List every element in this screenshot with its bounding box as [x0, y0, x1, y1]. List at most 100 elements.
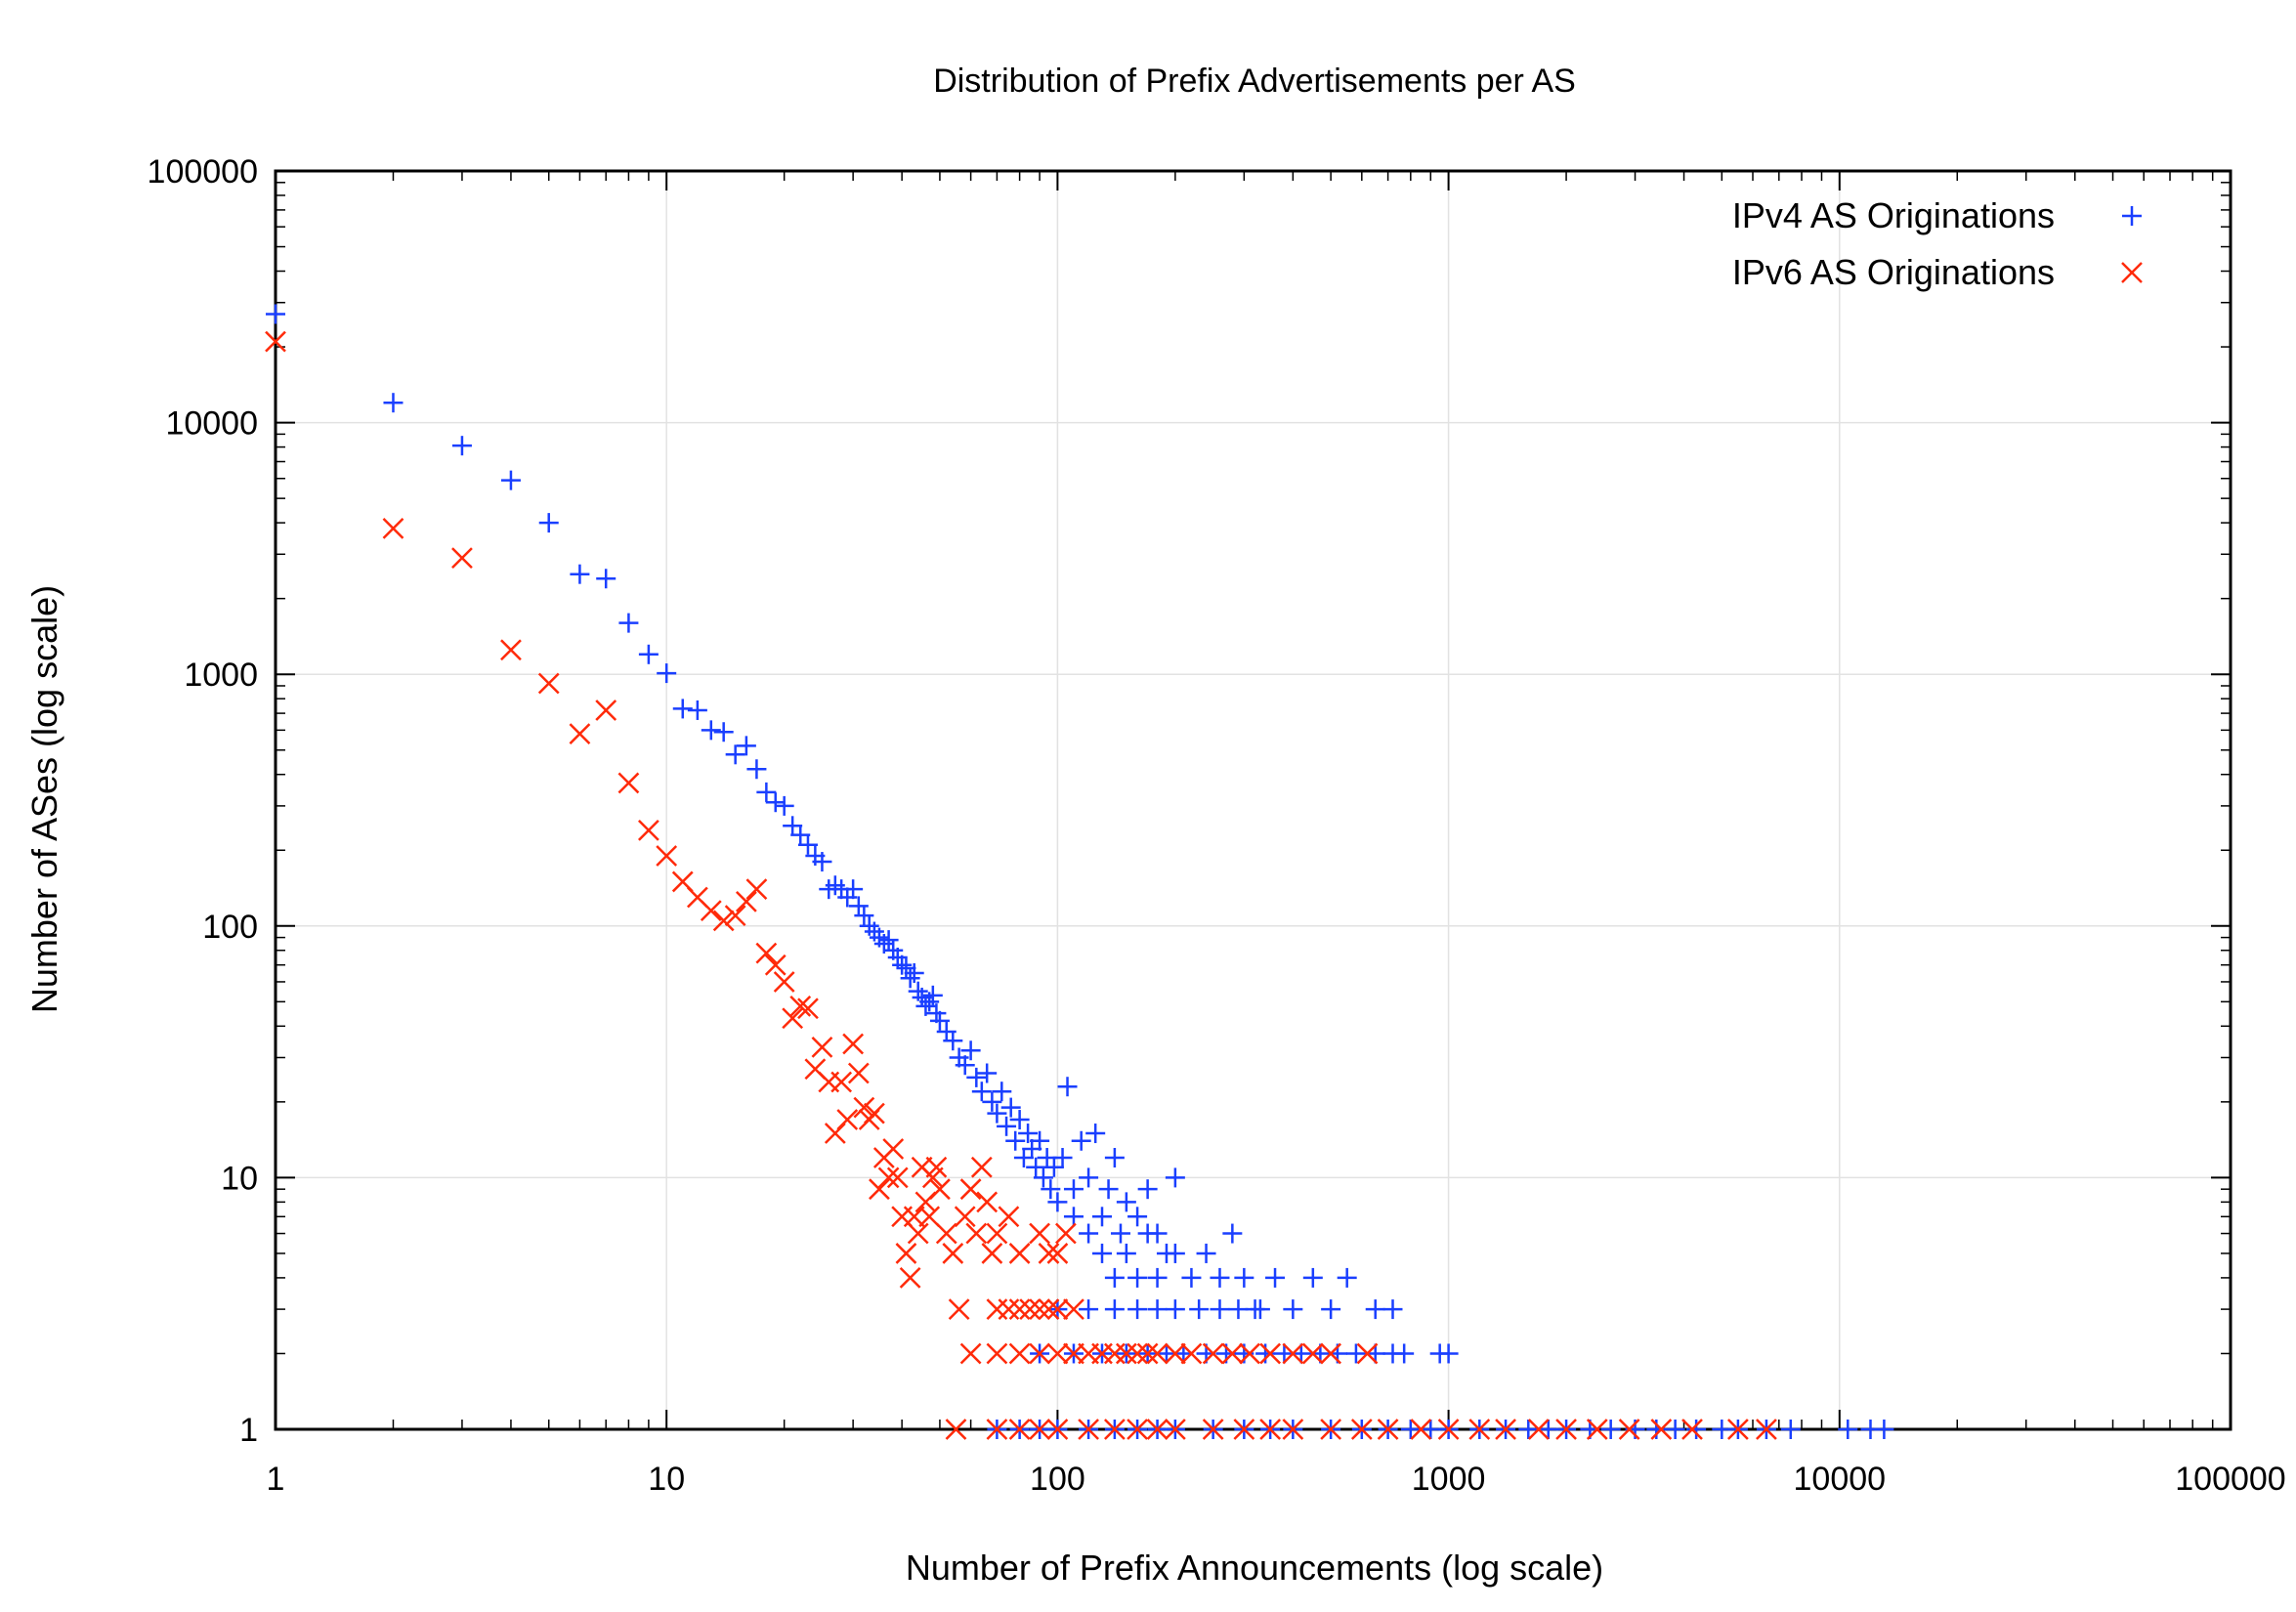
ipv6-point — [1555, 1419, 1577, 1440]
y-tick-labels: 1 10 100 1000 10000 100000 — [148, 153, 258, 1449]
ipv6-point — [1029, 1298, 1050, 1320]
ipv4-point — [1005, 1130, 1026, 1151]
ipv6-point — [1301, 1342, 1324, 1365]
ipv4-point — [1127, 1207, 1148, 1227]
ipv4-point — [1189, 1299, 1210, 1320]
ipv4-point — [1047, 1192, 1068, 1212]
ipv4-point — [570, 564, 590, 584]
ipv4-point — [896, 957, 916, 978]
ipv4-point — [1104, 1148, 1125, 1168]
ipv6-point — [1054, 1222, 1077, 1245]
ipv6-point — [1527, 1419, 1550, 1440]
ipv4-point — [987, 1103, 1007, 1124]
ipv4-point — [843, 879, 864, 900]
ipv4-point — [1110, 1223, 1130, 1244]
ipv6-point — [1437, 1419, 1460, 1440]
ipv4-point — [1104, 1299, 1125, 1320]
ipv4-point — [1009, 1110, 1030, 1130]
legend-mark-ipv6 — [2121, 262, 2143, 283]
x-tick-label: 100 — [1030, 1461, 1085, 1498]
ipv4-point — [687, 700, 707, 720]
ipv6-point — [595, 700, 617, 721]
ipv6-point — [942, 1243, 964, 1264]
ipv6-point — [1029, 1342, 1050, 1365]
ipv6-point — [986, 1342, 1008, 1365]
ipv4-point — [1165, 1167, 1185, 1188]
ipv4-point — [1874, 1420, 1894, 1439]
ipv4-point — [892, 954, 913, 975]
ipv4-point — [1156, 1343, 1176, 1364]
ipv4-point — [1337, 1267, 1357, 1288]
ipv6-point — [1586, 1419, 1608, 1440]
legend-mark-ipv4 — [2122, 206, 2142, 226]
ipv4-point — [1043, 1157, 1064, 1177]
ipv4-point — [1283, 1299, 1303, 1320]
ipv4-point — [383, 393, 404, 413]
x-tick-label: 100000 — [2175, 1461, 2285, 1498]
ipv6-point — [1202, 1342, 1224, 1365]
ipv4-point — [1030, 1130, 1050, 1151]
ipv4-point — [1518, 1420, 1539, 1439]
ipv4-point — [1265, 1267, 1286, 1288]
ipv4-point — [790, 825, 811, 845]
ipv6-point — [1259, 1419, 1282, 1440]
ipv6-point — [1164, 1342, 1186, 1365]
ipv6-point — [1146, 1419, 1169, 1440]
ipv4-point — [1365, 1299, 1385, 1320]
ipv6-point — [836, 1109, 859, 1130]
ipv6-point — [700, 900, 722, 922]
ipv6-point — [981, 1243, 1003, 1264]
ipv4-point — [960, 1040, 981, 1061]
series-ipv6 — [265, 330, 1777, 1440]
ipv4-point — [859, 915, 879, 936]
ipv6-point — [847, 1062, 870, 1084]
ipv6-point — [1233, 1419, 1255, 1440]
ipv6-point — [1239, 1342, 1260, 1365]
ipv6-point — [1410, 1419, 1432, 1440]
ipv4-point — [266, 304, 285, 324]
ipv4-point — [915, 996, 936, 1016]
ipv4-point — [1291, 1343, 1311, 1364]
ipv4-point — [657, 663, 677, 684]
ipv6-point — [853, 1096, 875, 1119]
chart-title: Distribution of Prefix Advertisements pe… — [933, 63, 1576, 100]
ipv6-point — [986, 1419, 1008, 1440]
ipv4-point — [1127, 1267, 1148, 1288]
ipv6-point — [886, 1167, 909, 1189]
ipv6-point — [986, 1298, 1008, 1320]
y-axis-label: Number of ASes (log scale) — [24, 585, 64, 1013]
ipv6-point — [998, 1298, 1020, 1320]
ipv4-point — [878, 930, 899, 951]
ipv4-point — [1438, 1343, 1459, 1364]
ipv4-point — [1345, 1343, 1366, 1364]
ipv4-point — [1196, 1243, 1216, 1263]
ipv4-point — [756, 782, 777, 802]
ipv4-point — [1041, 1179, 1061, 1200]
ipv4-point — [672, 699, 693, 719]
ipv6-point — [789, 996, 812, 1017]
legend: IPv4 AS Originations IPv6 AS Origination… — [1732, 195, 2143, 292]
ipv4-point — [1013, 1148, 1034, 1168]
ipv4-point — [500, 470, 521, 490]
ipv6-point — [959, 1342, 982, 1365]
ipv6-point — [1115, 1342, 1137, 1365]
ipv6-point — [1063, 1298, 1084, 1320]
ipv6-point — [954, 1206, 976, 1228]
ipv6-point — [1468, 1419, 1491, 1440]
x-tick-label: 1 — [267, 1461, 285, 1498]
y-tick-label: 10 — [221, 1160, 258, 1197]
ipv4-point — [1165, 1299, 1185, 1320]
ipv6-point — [755, 942, 778, 964]
y-tick-label: 1 — [239, 1412, 258, 1449]
ipv4-point — [1222, 1223, 1243, 1244]
legend-label-ipv6: IPv6 AS Originations — [1732, 252, 2055, 292]
ipv4-point — [765, 792, 786, 813]
y-tick-label: 1000 — [184, 657, 258, 694]
ipv4-point — [943, 1031, 963, 1051]
x-tick-labels: 1 10 100 1000 10000 100000 — [267, 1461, 2286, 1498]
y-tick-label: 10000 — [165, 405, 258, 443]
y-tick-label: 100 — [202, 909, 258, 946]
ipv4-point — [1079, 1299, 1099, 1320]
ipv6-point — [1320, 1342, 1342, 1365]
ipv4-point — [1092, 1243, 1113, 1263]
